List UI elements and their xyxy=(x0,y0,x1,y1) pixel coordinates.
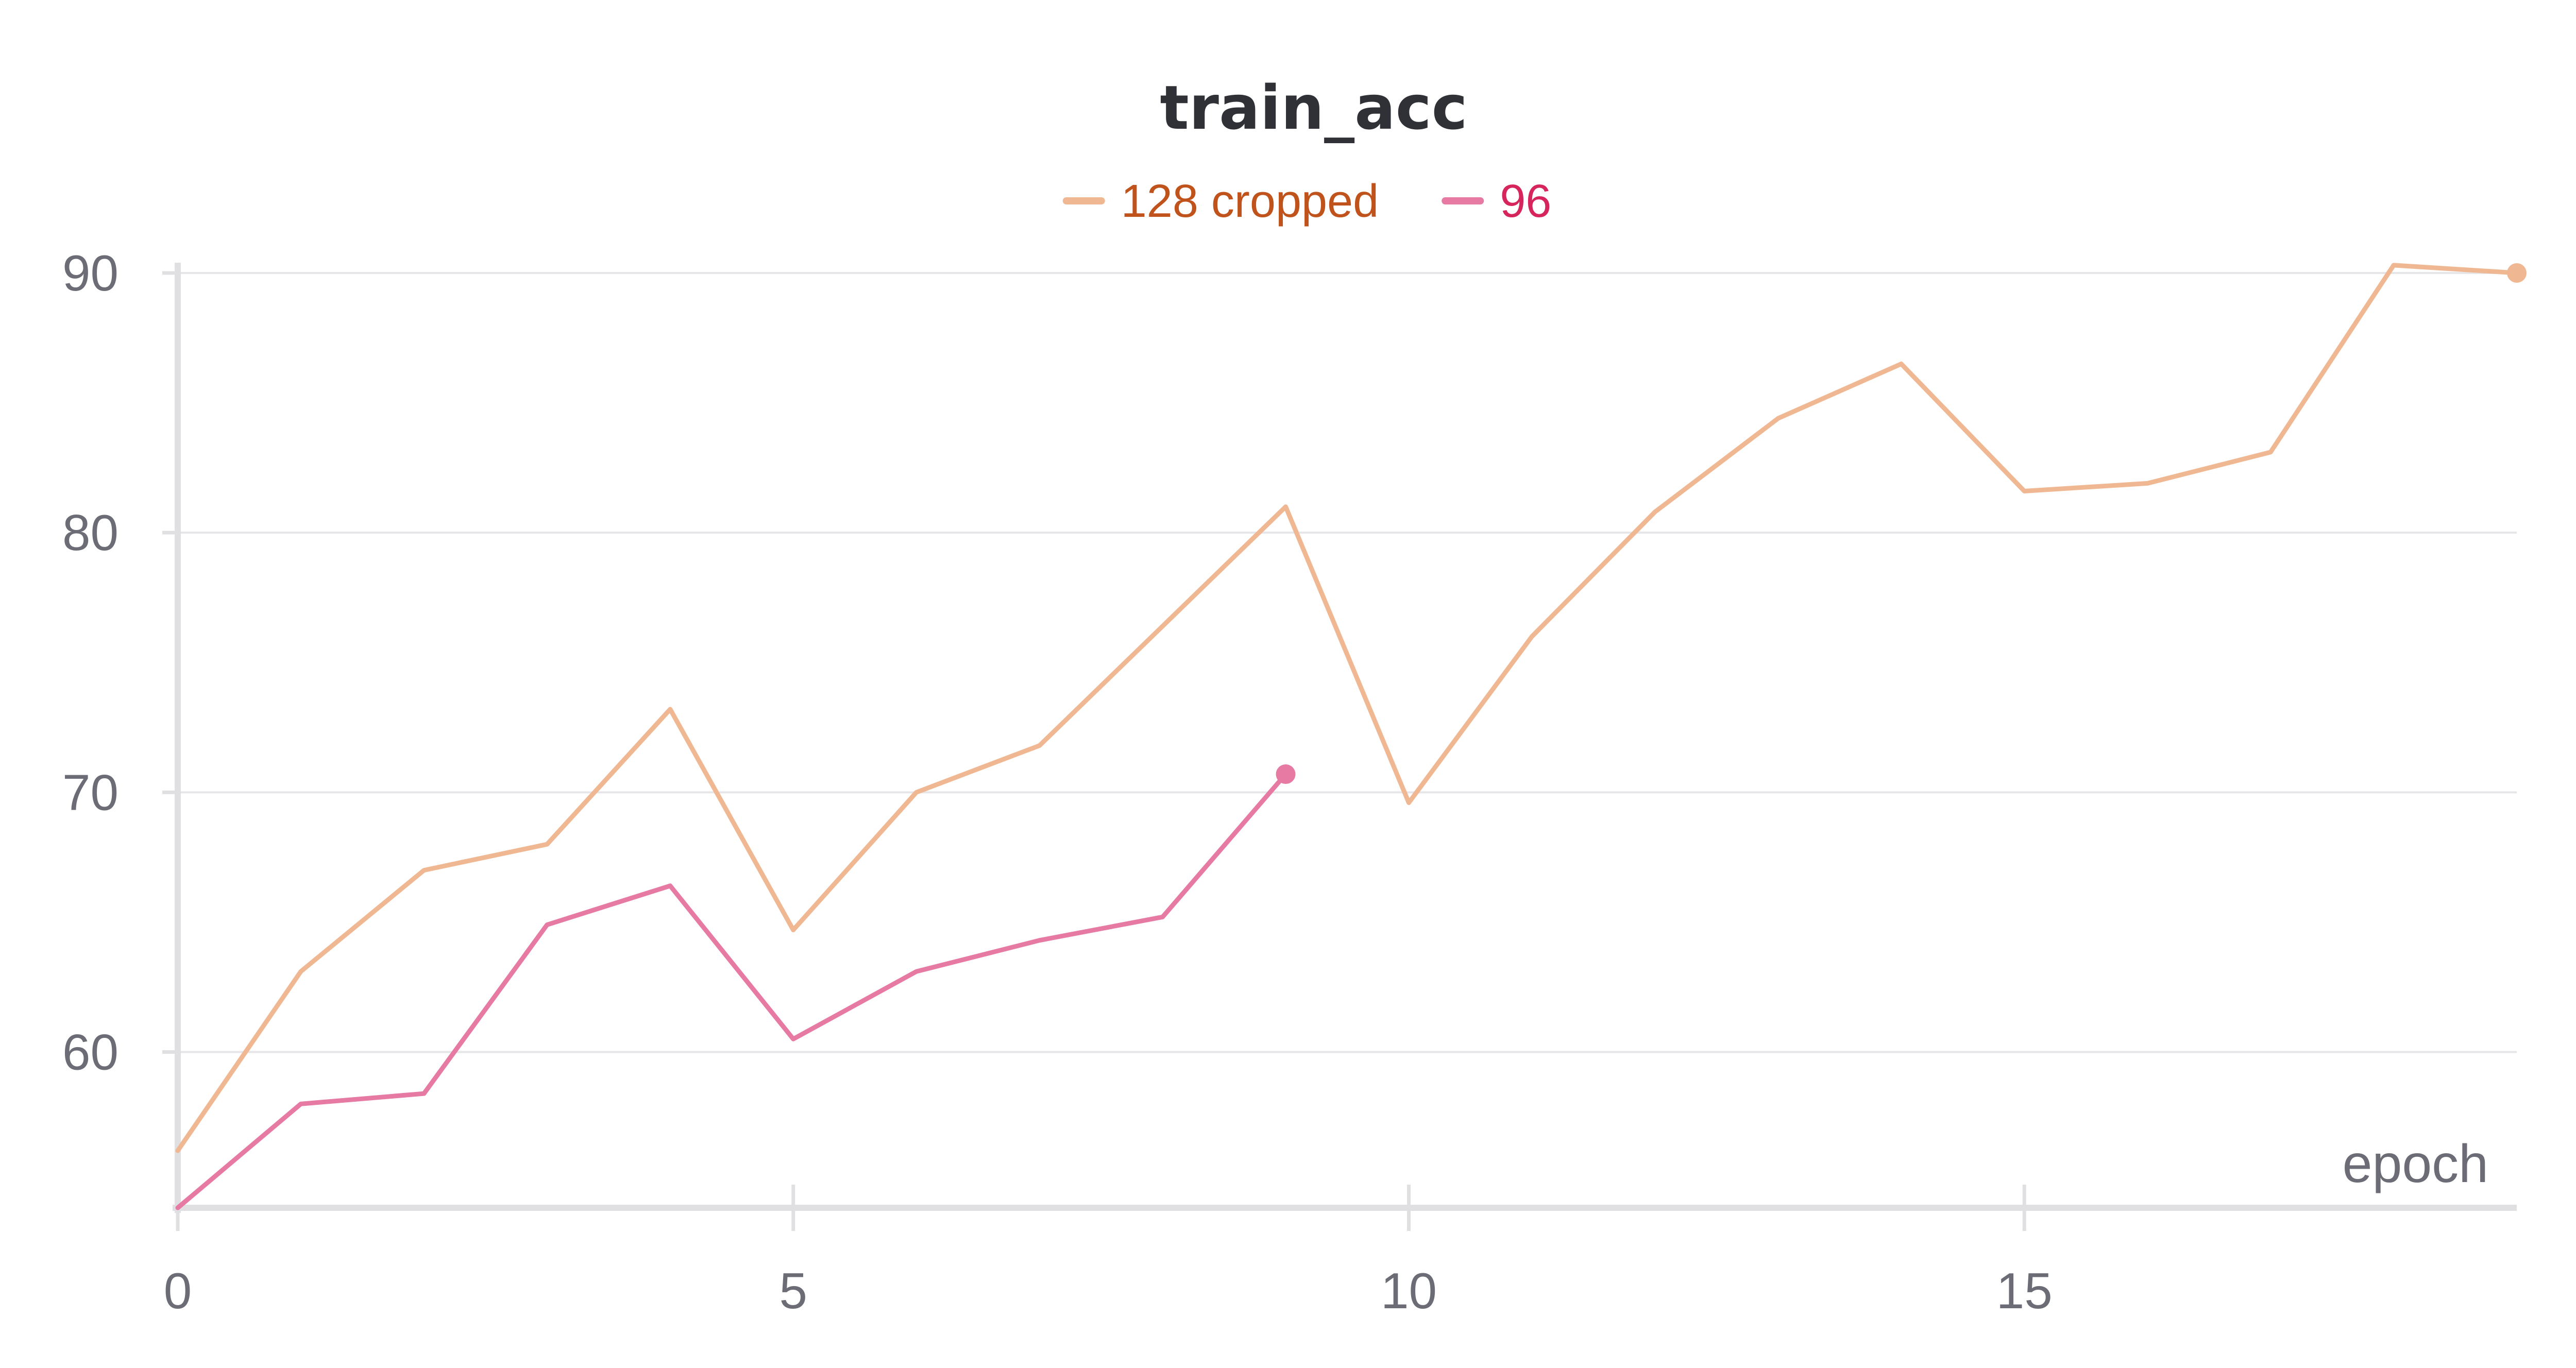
legend-label-0: 128 cropped xyxy=(1121,176,1379,227)
axes xyxy=(162,263,2517,1231)
series-lines xyxy=(175,263,2527,1210)
chart-title: train_acc xyxy=(1160,72,1467,143)
gridlines xyxy=(178,272,2517,1053)
y-tick-label-60: 60 xyxy=(62,1024,118,1081)
y-tick-label-70: 70 xyxy=(62,764,118,820)
x-tick-label-5: 5 xyxy=(779,1262,807,1319)
x-tick-label-10: 10 xyxy=(1381,1262,1437,1319)
legend-label-1: 96 xyxy=(1500,176,1551,227)
series-line-0 xyxy=(175,263,2519,1153)
x-axis-label: epoch xyxy=(2343,1134,2488,1194)
series-end-marker-1 xyxy=(1276,764,1296,784)
y-tick-label-90: 90 xyxy=(62,245,118,301)
x-tick-label-0: 0 xyxy=(164,1262,192,1319)
series-end-marker-0 xyxy=(2507,263,2527,283)
tick-labels: 60 70 80 90 0 5 10 15 xyxy=(62,245,2053,1319)
y-tick-label-80: 80 xyxy=(62,504,118,561)
x-tick-label-15: 15 xyxy=(1996,1262,2053,1319)
series-line-1 xyxy=(175,772,1288,1210)
legend: 128 cropped 96 xyxy=(1062,176,1551,227)
